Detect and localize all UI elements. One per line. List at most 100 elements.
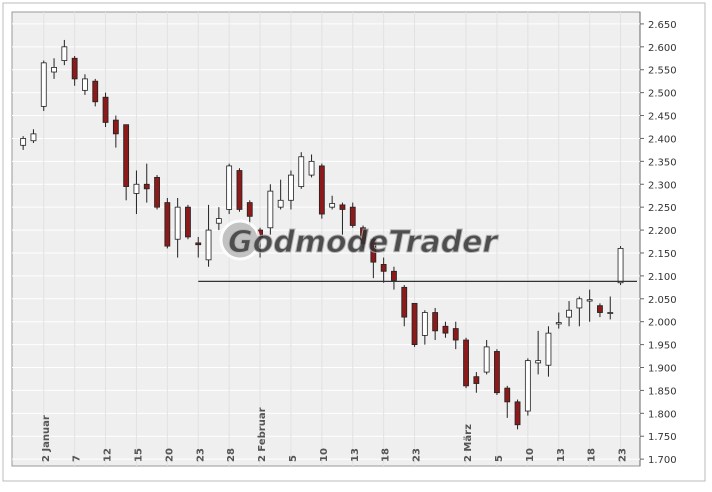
candle-body [215, 218, 222, 224]
y-tick-label: 2.200 [648, 226, 677, 237]
x-tick-label: 5 [288, 455, 299, 462]
candle-body [473, 376, 480, 384]
candle-body [195, 242, 202, 246]
y-tick-label: 2.550 [648, 66, 677, 77]
candle-body [308, 160, 315, 176]
candle-body [401, 286, 408, 318]
candle-body [370, 238, 377, 263]
y-tick-label: 2.500 [648, 89, 677, 100]
x-tick-label: 13 [556, 448, 567, 462]
candle-body [30, 133, 37, 142]
candle-body [514, 401, 521, 426]
x-tick-label: 23 [195, 448, 206, 462]
y-tick-label: 1.800 [648, 409, 677, 420]
candle-body [20, 138, 27, 146]
candle-body [391, 270, 397, 281]
candle-body [205, 229, 212, 261]
x-tick-label: 2 Januar [41, 415, 52, 462]
y-tick-label: 2.600 [648, 43, 677, 54]
candle-body [154, 176, 160, 208]
candle-body [61, 46, 68, 61]
candle-body [226, 165, 233, 210]
candle-body [504, 387, 511, 403]
y-tick-label: 2.350 [648, 157, 677, 168]
candle-body [318, 165, 325, 215]
x-tick-label: 12 [103, 448, 114, 462]
candle-body [535, 360, 542, 364]
x-tick-label: 7 [72, 455, 83, 462]
candle-body [40, 62, 47, 107]
candle-body [164, 202, 171, 247]
candle-body [617, 247, 624, 284]
candle-body [360, 227, 366, 245]
candle-body [545, 332, 552, 366]
candle-body [246, 202, 253, 217]
candle-body [494, 351, 500, 394]
x-tick-label: 10 [319, 448, 330, 462]
candle-body [123, 124, 130, 187]
candle-body [143, 183, 150, 190]
y-tick-label: 1.850 [648, 386, 677, 397]
y-tick-label: 1.950 [648, 341, 677, 352]
candle-body [566, 309, 572, 318]
candle-body [555, 322, 562, 325]
y-tick-label: 1.750 [648, 432, 677, 443]
logo [219, 219, 261, 261]
y-tick-label: 2.300 [648, 180, 677, 191]
x-tick-label: 13 [350, 448, 361, 462]
y-tick-label: 2.050 [648, 295, 677, 306]
candle-body [236, 170, 243, 210]
x-tick-label: 15 [133, 448, 144, 462]
candle-body [133, 183, 140, 194]
candle-body [380, 264, 387, 272]
candle-body [452, 328, 459, 341]
candle-body [586, 299, 593, 302]
y-tick-label: 2.450 [648, 112, 677, 123]
y-tick-label: 1.900 [648, 364, 677, 375]
candle-body [267, 190, 274, 229]
candle-body [339, 204, 346, 210]
y-tick-label: 2.400 [648, 134, 677, 145]
candle-body [597, 305, 603, 313]
y-tick-label: 2.000 [648, 318, 677, 329]
x-tick-label: 18 [587, 448, 598, 462]
candle-body [174, 206, 181, 240]
y-tick-label: 2.650 [648, 20, 677, 31]
candle-body [576, 298, 583, 309]
candle-body [92, 80, 99, 103]
watermark: GodmodeTrader [219, 219, 500, 261]
watermark-text: GodmodeTrader [228, 225, 499, 260]
candle-body [277, 199, 284, 208]
candle-body [298, 156, 305, 187]
candle-body [349, 206, 356, 226]
candle-body [421, 312, 428, 336]
candle-body [71, 57, 78, 80]
candle-body [432, 312, 439, 332]
y-tick-label: 2.250 [648, 203, 677, 214]
x-tick-label: 23 [412, 448, 423, 462]
x-tick-label: 2 März [463, 424, 474, 462]
candle-body [112, 119, 119, 135]
x-tick-label: 28 [226, 448, 237, 462]
x-tick-label: 18 [381, 448, 392, 462]
candle-body [463, 339, 469, 387]
candle-body [442, 325, 449, 334]
candle-body [607, 312, 614, 314]
x-tick-label: 23 [618, 448, 629, 462]
candle-body [524, 360, 531, 412]
y-tick-label: 2.150 [648, 249, 677, 260]
candle-body [102, 96, 109, 123]
x-tick-label: 2 Februar [257, 407, 268, 462]
candle-body [329, 203, 336, 208]
x-tick-label: 10 [525, 448, 536, 462]
candle-body [411, 302, 418, 345]
candle-body [51, 67, 57, 73]
candle-body [185, 206, 191, 238]
candle-body [288, 174, 294, 201]
candle-body [483, 346, 490, 373]
x-tick-label: 20 [164, 448, 175, 462]
y-tick-label: 2.100 [648, 272, 677, 283]
candle-body [82, 78, 88, 91]
x-tick-label: 5 [494, 455, 505, 462]
